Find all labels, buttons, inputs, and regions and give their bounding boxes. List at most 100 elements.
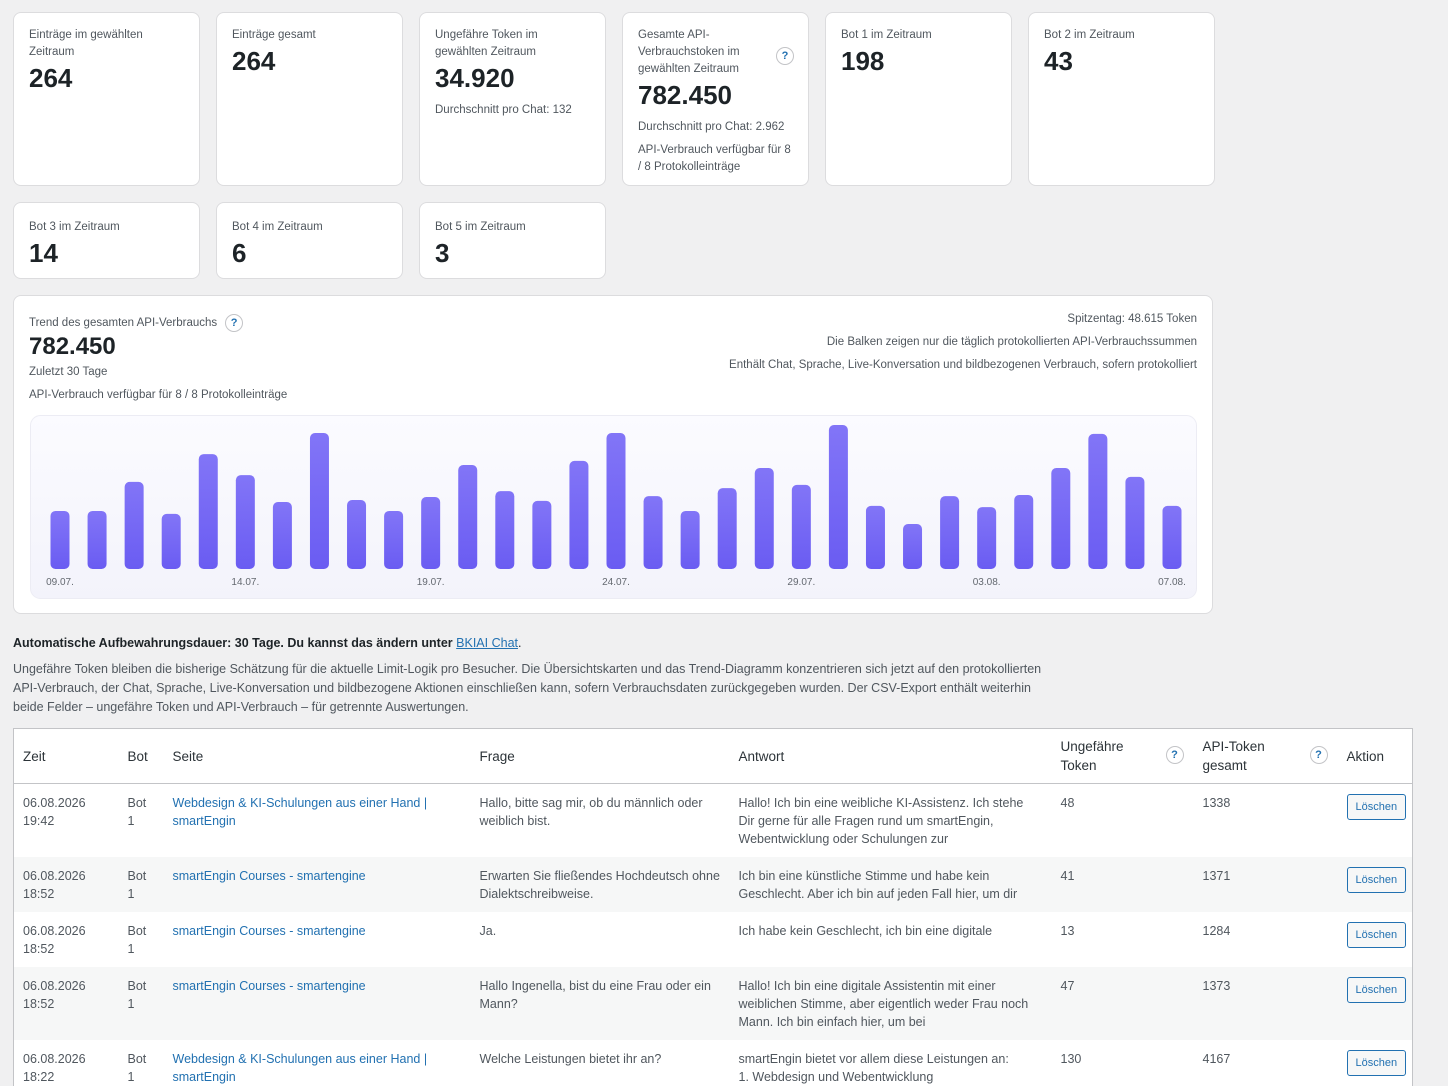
table-row: 06.08.2026 18:52 Bot 1 smartEngin Courses …	[13, 857, 1413, 912]
action-cell: Löschen	[1338, 784, 1413, 858]
x-tick-label: 19.07.	[417, 577, 445, 588]
card-label: Einträge gesamt	[232, 29, 316, 41]
trend-note: Die Balken zeigen nur die täglich protok…	[826, 336, 1197, 348]
table-cell: 130	[1060, 1052, 1082, 1066]
bar	[754, 467, 774, 569]
table-row: 06.08.2026 18:52 Bot 1 smartEngin Courses …	[13, 967, 1413, 1040]
bar	[347, 499, 367, 569]
column-header: Bot	[118, 728, 164, 784]
bar	[1088, 433, 1108, 569]
bar	[272, 502, 292, 569]
card-value: 6	[232, 238, 247, 268]
table-row: 06.08.2026 18:52 Bot 1 smartEngin Courses …	[14, 912, 1413, 967]
column-title: Aktion	[1346, 748, 1385, 764]
table-body: 06.08.2026 19:42 Bot 1 Webdesign & KI-Schu…	[13, 784, 1413, 1086]
delete-button[interactable]: Löschen	[1346, 794, 1407, 820]
delete-button[interactable]: Löschen	[1346, 977, 1407, 1003]
bar	[161, 513, 181, 569]
bar	[421, 497, 441, 569]
delete-button[interactable]: Löschen	[1346, 867, 1407, 893]
column-title: Ungefähre Token	[1060, 739, 1124, 773]
table-cell: smartEngin bietet vor allem diese Leistu…	[738, 1052, 1009, 1084]
table-cell: Bot 1	[127, 1052, 147, 1084]
table-cell: 06.08.2026 18:52	[13, 967, 119, 1040]
table-cell: 48	[1060, 796, 1075, 810]
table-cell: 1373	[1193, 967, 1338, 1040]
bar	[940, 496, 960, 569]
retention-text: Automatische Aufbewahrungsdauer: 30 Tage…	[13, 636, 453, 650]
bar	[791, 484, 811, 569]
bar	[235, 475, 255, 569]
card-label: Bot 1 im Zeitraum	[841, 29, 932, 41]
card-value: 14	[29, 238, 58, 268]
bar	[198, 454, 218, 569]
card-label: Bot 4 im Zeitraum	[232, 221, 323, 233]
stat-card: Bot 2 im Zeitraum 43	[1028, 12, 1215, 186]
bar	[532, 500, 552, 569]
bar	[1162, 505, 1182, 569]
card-value: 3	[435, 238, 450, 268]
bar	[717, 488, 737, 569]
bar	[977, 507, 997, 569]
page-link[interactable]: smartEngin Courses - smartengine	[163, 857, 471, 912]
delete-button[interactable]: Löschen	[1346, 1050, 1407, 1076]
bar	[50, 510, 70, 569]
page-link[interactable]: Webdesign & KI-Schulungen aus einer Hand…	[172, 796, 428, 828]
column-header: Ungefähre Token?	[1051, 728, 1194, 784]
card-label: Gesamte API-Verbrauchstoken im gewählten…	[638, 29, 740, 75]
card-label: Bot 2 im Zeitraum	[1044, 29, 1135, 41]
card-value: 782.450	[638, 80, 732, 110]
stat-card: Ungefähre Token im gewählten Zeitraum 34.…	[419, 12, 606, 186]
table-cell: 1284	[1202, 924, 1231, 938]
column-title: Zeit	[23, 748, 46, 764]
card-label: Einträge im gewählten Zeitraum	[29, 29, 143, 58]
table-cell: Bot 1	[118, 967, 164, 1040]
column-header: Frage	[470, 728, 730, 784]
table-cell: 13	[1060, 924, 1075, 938]
help-icon[interactable]: ?	[225, 314, 244, 332]
table-cell: 47	[1051, 967, 1194, 1040]
stat-card: Gesamte API-Verbrauchstoken im gewählten…	[622, 12, 809, 186]
bar	[828, 425, 848, 569]
delete-button[interactable]: Löschen	[1346, 922, 1407, 948]
help-icon[interactable]: ?	[1165, 746, 1184, 764]
column-header: API-Token gesamt?	[1193, 728, 1338, 784]
bar	[495, 491, 515, 569]
bar	[1051, 467, 1071, 569]
bar	[643, 496, 663, 569]
bar	[569, 460, 589, 569]
table-cell: 41	[1051, 857, 1194, 912]
action-cell: Löschen	[1338, 912, 1413, 967]
chart: 09.07. 14.07. 19.07. 24.07. 29.07. 03.08. 07.0…	[30, 415, 1197, 599]
page-link[interactable]: Webdesign & KI-Schulungen aus einer Hand…	[172, 1052, 428, 1084]
table-cell: Hallo! Ich bin eine digitale Assistentin…	[729, 967, 1052, 1040]
table-cell: Erwarten Sie fließendes Hochdeutsch ohne…	[470, 857, 730, 912]
card-value: 198	[841, 46, 885, 76]
card-value: 264	[232, 46, 276, 76]
x-tick-label: 14.07.	[231, 577, 259, 588]
trend-note: Spitzentag: 48.615 Token	[1067, 313, 1197, 325]
help-icon[interactable]: ?	[1309, 746, 1328, 764]
bar	[87, 510, 107, 569]
table-cell: 06.08.2026 19:42	[23, 796, 86, 828]
card-value: 264	[29, 63, 73, 93]
page-link[interactable]: smartEngin Courses - smartengine	[172, 924, 366, 938]
column-header: Zeit	[13, 728, 119, 784]
action-cell: Löschen	[1338, 1040, 1413, 1086]
action-cell: Löschen	[1337, 857, 1413, 912]
stat-card: Einträge gesamt 264	[216, 12, 403, 186]
help-icon[interactable]: ?	[776, 47, 794, 65]
table-cell: Hallo, bitte sag mir, ob du männlich ode…	[479, 796, 703, 828]
table-row: 06.08.2026 19:42 Bot 1 Webdesign & KI-Schu…	[14, 784, 1413, 858]
bar	[384, 510, 404, 569]
table-cell: 06.08.2026 18:52	[13, 857, 119, 912]
table-cell: 06.08.2026 18:22	[23, 1052, 86, 1084]
trend-availability: API-Verbrauch verfügbar für 8 / 8 Protok…	[29, 389, 288, 401]
card-value: 43	[1044, 46, 1073, 76]
page-link[interactable]: smartEngin Courses - smartengine	[163, 967, 471, 1040]
settings-link[interactable]: BKIAI Chat	[456, 636, 518, 650]
log-table: Zeit Bot Seite Frage Antwort Ungefähre Token?…	[13, 728, 1413, 1086]
stat-card: Bot 4 im Zeitraum 6	[216, 202, 403, 279]
